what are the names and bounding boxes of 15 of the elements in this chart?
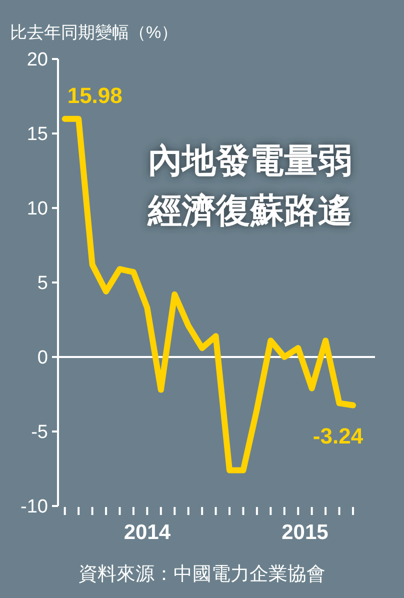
text: 內地發電量弱 [148,141,352,181]
y-tick-label: 15 [26,124,48,146]
data-label: 15.98 [67,82,122,108]
y-tick-label: 20 [26,50,48,71]
y-tick-label: 10 [26,198,48,220]
y-tick-label: -10 [20,496,48,518]
text: 經濟復蘇路遙 [147,191,352,231]
y-axis-title: 比去年同期變幅（%） [10,23,178,42]
y-tick-label: 5 [37,273,48,294]
y-tick-label: 0 [37,348,48,369]
data-label: -3.24 [312,423,364,448]
y-tick-label: -5 [31,422,48,444]
source-note: 資料來源：中國電力企業協會 [78,563,326,585]
text: 2015 [282,521,329,544]
text: 2014 [124,521,171,544]
